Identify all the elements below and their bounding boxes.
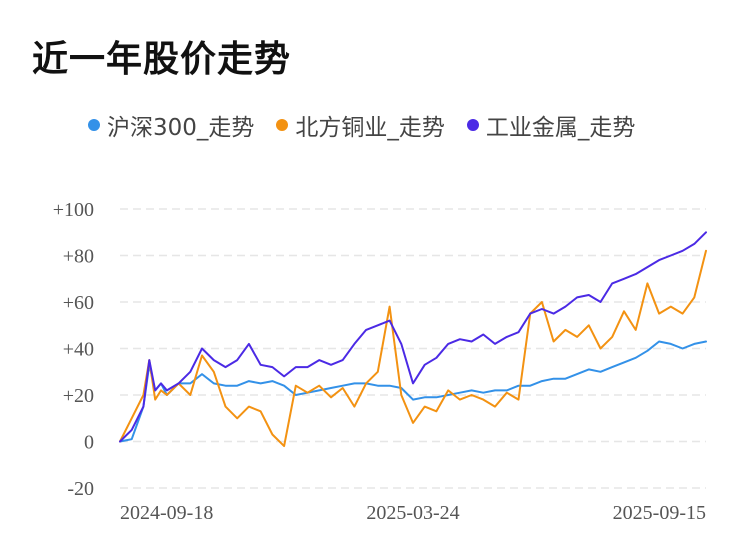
y-tick-label: +100 — [53, 199, 94, 221]
series-line-1 — [119, 249, 707, 448]
legend-dot-gyjs — [466, 119, 479, 131]
legend-dot-hs300 — [88, 119, 100, 131]
x-tick-label: 2024-09-18 — [120, 502, 213, 524]
legend-item-gyjs[interactable]: 工业金属_走势 — [466, 108, 636, 142]
legend-label-hs300: 沪深300_走势 — [107, 115, 255, 141]
x-tick-label: 2025-03-24 — [366, 502, 459, 524]
legend-dot-bfty — [276, 119, 289, 131]
y-tick-label: +60 — [63, 292, 94, 314]
legend-label-gyjs: 工业金属_走势 — [485, 115, 636, 141]
y-tick-label: 0 — [84, 432, 94, 454]
x-tick-label: 2025-09-15 — [613, 502, 706, 524]
series-line-0 — [119, 340, 707, 443]
chart-title: 近一年股价走势 — [32, 39, 292, 80]
legend-item-hs300[interactable]: 沪深300_走势 — [88, 108, 254, 142]
legend-label-bfty: 北方铜业_走势 — [295, 115, 445, 141]
series-line-2 — [119, 231, 707, 443]
y-tick-label: +20 — [63, 385, 94, 407]
legend: 沪深300_走势 北方铜业_走势 工业金属_走势 — [88, 108, 657, 142]
y-tick-label: -20 — [67, 478, 94, 500]
legend-item-bfty[interactable]: 北方铜业_走势 — [276, 108, 445, 142]
y-tick-label: +80 — [63, 246, 94, 268]
y-tick-label: +40 — [63, 339, 94, 361]
